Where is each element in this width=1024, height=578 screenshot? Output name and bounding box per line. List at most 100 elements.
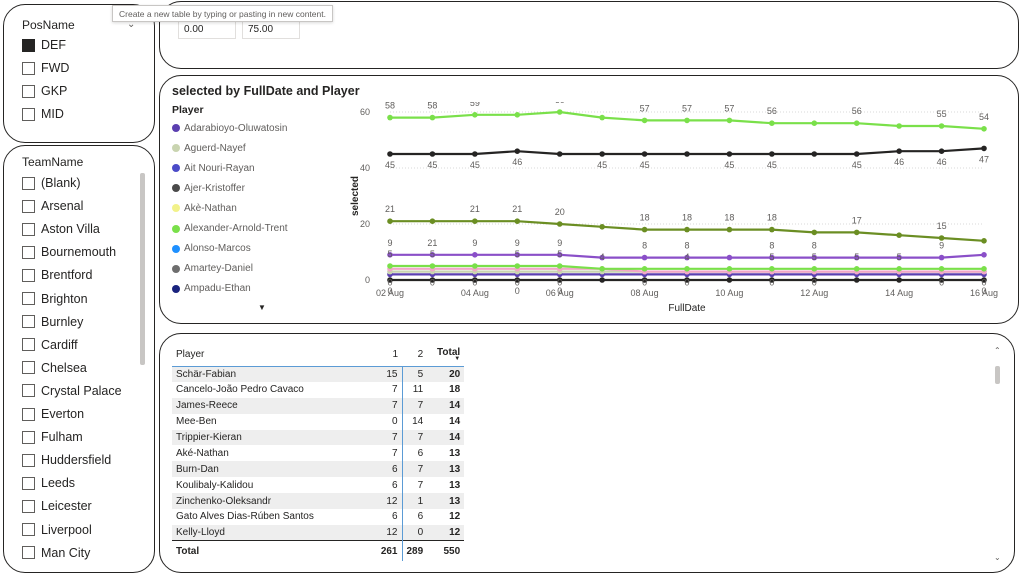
table-row[interactable]: Cancelo-João Pedro Cavaco 7 11 18: [172, 381, 464, 398]
scroll-up-icon[interactable]: ⌃: [994, 346, 1001, 355]
range-min-input[interactable]: 0.00: [178, 19, 236, 39]
checkbox-icon[interactable]: [22, 222, 35, 236]
data-point: [387, 277, 393, 283]
legend-label: Amartey-Daniel: [184, 263, 253, 275]
slicer-item-team[interactable]: Arsenal: [22, 196, 83, 216]
table-row[interactable]: Mee-Ben 0 14 14: [172, 413, 464, 430]
slicer-item-team[interactable]: Crystal Palace: [22, 381, 122, 401]
data-label: 46: [512, 157, 522, 167]
checkbox-icon[interactable]: [22, 176, 35, 190]
slicer-item-gkp[interactable]: GKP: [22, 81, 67, 101]
data-label: 5: [897, 252, 902, 262]
value-cell: 6: [375, 477, 403, 494]
checkbox-icon[interactable]: [22, 338, 35, 352]
checkbox-icon[interactable]: [22, 292, 35, 305]
slicer-item-team[interactable]: Fulham: [22, 427, 83, 447]
legend-item[interactable]: Ajer-Kristoffer: [172, 181, 245, 195]
slicer-item-def[interactable]: DEF: [22, 35, 66, 55]
data-point: [896, 232, 902, 238]
data-point: [811, 277, 818, 283]
slicer-item-team[interactable]: Cardiff: [22, 335, 78, 355]
checkbox-icon[interactable]: [22, 546, 35, 560]
checkbox-icon[interactable]: [22, 107, 35, 121]
legend-item[interactable]: Alexander-Arnold-Trent: [172, 222, 288, 236]
column-header-player[interactable]: Player: [176, 349, 205, 361]
chevron-down-icon[interactable]: ⌄: [127, 19, 136, 30]
scroll-down-icon[interactable]: ⌄: [994, 553, 1001, 562]
column-header-1[interactable]: 1: [392, 349, 398, 361]
table-row[interactable]: James-Reece 7 7 14: [172, 397, 465, 414]
checkbox-icon[interactable]: [22, 476, 35, 490]
table-row[interactable]: Aké-Nathan 7 6 13: [172, 445, 464, 462]
data-point: [853, 254, 860, 261]
table-row[interactable]: Gato Alves Dias-Rúben Santos 6 6 12: [172, 509, 464, 525]
slicer-item-label: (Blank): [41, 176, 81, 190]
legend-item[interactable]: Ait Nouri-Rayan: [172, 161, 255, 175]
checkbox-icon[interactable]: [22, 430, 35, 444]
checkbox-icon[interactable]: [22, 245, 35, 259]
slicer-item-mid[interactable]: MID: [22, 104, 64, 124]
slicer-item-team[interactable]: Huddersfield: [22, 450, 111, 470]
legend-item[interactable]: Adarabioyo-Oluwatosin: [172, 121, 287, 135]
table-scrollbar[interactable]: ⌃ ⌄: [994, 346, 1002, 562]
slicer-item-team[interactable]: (Blank): [22, 173, 81, 193]
data-label: 5: [430, 249, 435, 259]
legend-item[interactable]: Ampadu-Ethan: [172, 282, 251, 296]
checkbox-icon[interactable]: [22, 361, 35, 375]
slicer-item-team[interactable]: Bournemouth: [22, 242, 116, 262]
table-row[interactable]: Koulibaly-Kalidou 6 7 13: [172, 477, 464, 494]
legend-scroll-down-icon[interactable]: ▼: [258, 303, 266, 312]
slicer-item-team[interactable]: Brighton: [22, 289, 88, 309]
slicer-item-team[interactable]: Liverpool: [22, 520, 92, 540]
scrollbar[interactable]: [140, 173, 145, 365]
slicer-item-team[interactable]: Everton: [22, 404, 84, 424]
slicer-item-team[interactable]: Aston Villa: [22, 219, 100, 239]
slicer-item-team[interactable]: Chelsea: [22, 358, 87, 378]
legend-item[interactable]: Aguerd-Nayef: [172, 141, 246, 155]
checkbox-icon[interactable]: [22, 453, 35, 467]
checkbox-icon[interactable]: [22, 384, 35, 398]
checkbox-icon[interactable]: [22, 199, 35, 213]
checkbox-icon[interactable]: [22, 61, 35, 75]
checkbox-checked-icon[interactable]: [22, 38, 35, 52]
table-row[interactable]: Kelly-Lloyd 12 0 12: [172, 524, 465, 541]
data-label: 4: [684, 252, 689, 262]
checkbox-icon[interactable]: [22, 315, 35, 329]
player-cell: James-Reece: [172, 397, 375, 414]
slicer-item-team[interactable]: Burnley: [22, 312, 83, 332]
data-point: [514, 277, 521, 283]
value-cell: 15: [375, 365, 403, 382]
slicer-item-fwd[interactable]: FWD: [22, 58, 69, 78]
column-header-2[interactable]: 2: [417, 349, 424, 361]
data-label: 46: [937, 157, 947, 167]
data-label: 0: [472, 278, 477, 288]
value-cell: 7: [417, 479, 424, 491]
slicer-item-team[interactable]: Leeds: [22, 473, 75, 493]
legend-item[interactable]: Amartey-Daniel: [172, 262, 253, 276]
legend-item[interactable]: Akè-Nathan: [172, 201, 237, 215]
slicer-item-team[interactable]: Leicester: [22, 496, 92, 516]
data-label: 21: [427, 238, 437, 248]
column-header-total[interactable]: Total ▼: [427, 344, 464, 366]
range-max-input[interactable]: 75.00: [242, 19, 300, 39]
table-row[interactable]: Burn-Dan 6 7 13: [172, 461, 465, 478]
scroll-thumb[interactable]: [995, 366, 1000, 384]
data-point: [769, 266, 775, 272]
checkbox-icon[interactable]: [22, 499, 35, 513]
table-row[interactable]: Schär-Fabian 15 5 20: [172, 365, 465, 382]
checkbox-icon[interactable]: [22, 407, 35, 421]
table-row[interactable]: Trippier-Kieran 7 7 14: [172, 429, 465, 446]
checkbox-icon[interactable]: [22, 84, 35, 98]
data-point: [514, 218, 521, 224]
data-label: 0: [769, 278, 774, 288]
checkbox-icon[interactable]: [22, 268, 35, 282]
slicer-item-team[interactable]: Brentford: [22, 265, 92, 285]
data-label: 0: [557, 286, 562, 296]
data-label: 0: [557, 278, 562, 288]
slicer-item-team[interactable]: Man City: [22, 543, 90, 563]
table-row[interactable]: Zinchenko-Oleksandr 12 1 13: [172, 493, 465, 510]
posname-slicer: PosName ⌄ DEF FWD GKP MID: [3, 4, 155, 143]
legend-item[interactable]: Alonso-Marcos: [172, 242, 251, 256]
tooltip: Create a new table by typing or pasting …: [112, 5, 333, 22]
checkbox-icon[interactable]: [22, 523, 35, 536]
